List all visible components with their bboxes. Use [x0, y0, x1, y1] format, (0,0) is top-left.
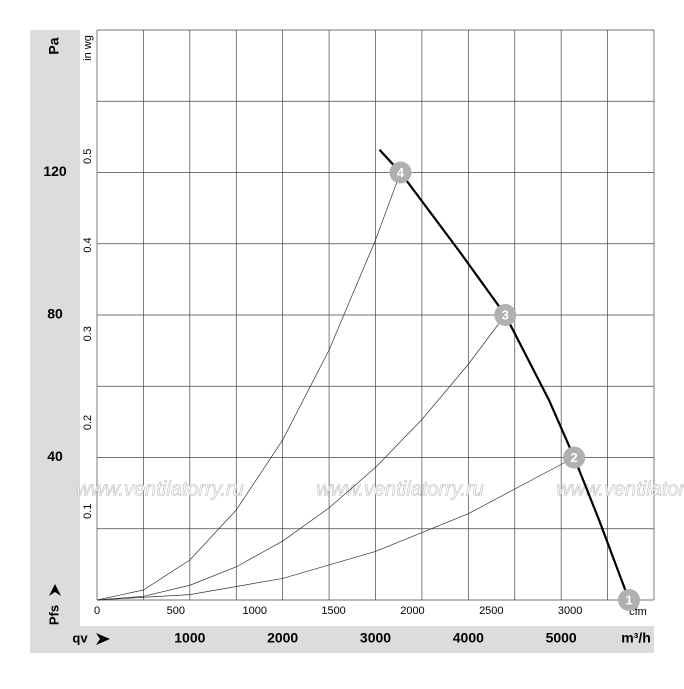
- y2-label: in wg: [82, 35, 94, 61]
- x2-tick-label: 1000: [242, 605, 266, 617]
- y-label: Pa: [46, 37, 62, 54]
- y2-tick-label: 0.1: [82, 504, 94, 519]
- y2-tick-label: 0.5: [82, 149, 94, 164]
- y2-tick-label: 0.2: [82, 415, 94, 430]
- curve: [96, 457, 575, 601]
- operating-point: [494, 304, 517, 326]
- point-label: 2: [571, 450, 578, 465]
- x-tick-label: 3000: [360, 630, 391, 646]
- x2-tick-label: 1500: [321, 605, 345, 617]
- x-tick-label: 1000: [174, 630, 205, 646]
- y-tick-label: 80: [47, 306, 63, 322]
- curve: [96, 172, 401, 601]
- operating-point: [389, 161, 412, 184]
- x2-tick-label: 500: [167, 605, 185, 617]
- y-tick-label: 120: [43, 163, 67, 179]
- x-tick-label: 5000: [546, 630, 577, 646]
- point-label: 3: [502, 307, 509, 322]
- x-tick-label: 2000: [267, 630, 298, 646]
- curve: [378, 148, 631, 601]
- point-label: 1: [625, 592, 632, 607]
- x2-tick-label: 3000: [558, 605, 582, 617]
- bottom-band: [30, 626, 654, 653]
- x-label: m³/h: [621, 630, 651, 646]
- y-tick-label: 40: [47, 448, 63, 464]
- x2-tick-label: 2000: [400, 605, 424, 617]
- x2-tick-label: 0: [94, 605, 100, 617]
- curve: [96, 314, 506, 601]
- x-symbol: qv: [72, 630, 88, 645]
- watermark: www.ventilatorry.ru: [556, 478, 684, 500]
- watermark: www.ventilatorry.ru: [76, 478, 243, 500]
- watermark: www.ventilatorry.ru: [316, 478, 483, 500]
- x-tick-label: 4000: [453, 630, 484, 646]
- operating-point: [618, 589, 641, 611]
- point-label: 4: [397, 165, 405, 180]
- y2-tick-label: 0.4: [82, 237, 94, 252]
- arrow: [49, 584, 61, 596]
- x2-tick-label: 2500: [479, 605, 503, 617]
- arrow: [96, 633, 110, 645]
- plot-bg: [80, 30, 654, 626]
- operating-point: [563, 446, 586, 469]
- y2-tick-label: 0.3: [82, 326, 94, 341]
- left-band: [30, 30, 80, 626]
- y-symbol: Pfs: [46, 605, 61, 625]
